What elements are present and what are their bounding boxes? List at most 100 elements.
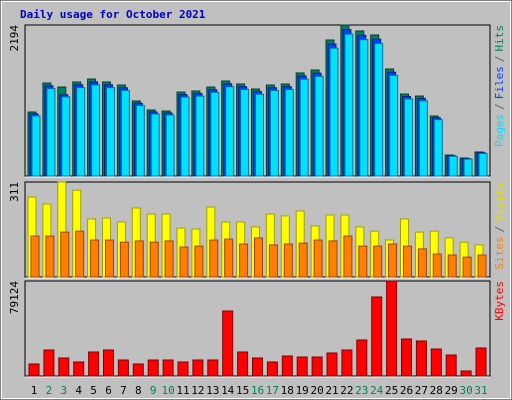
bar [328,240,338,278]
bar [460,370,472,377]
x-tick-label: 10 [161,384,174,397]
bar [341,349,353,377]
bar [389,74,399,177]
x-tick-label: 5 [90,384,97,397]
x-tick-label: 30 [459,384,472,397]
bar [31,115,41,177]
bar [430,348,442,377]
bar [462,256,472,278]
bar [269,89,279,177]
bar [30,235,40,278]
legend-entry: Sites [493,236,506,269]
bar [105,239,114,278]
bar [88,351,100,377]
y-tick-label: 2194 [8,25,21,52]
bar [326,352,338,377]
bar [237,351,249,377]
bar [90,239,100,278]
x-tick-label: 31 [474,384,487,397]
x-tick-label: 18 [281,384,294,397]
bar [314,75,324,177]
bar [415,340,427,377]
chart-title: Daily usage for October 2021 [20,8,206,21]
bar [222,310,234,377]
bar [463,158,473,177]
x-tick-label: 21 [325,384,338,397]
legend-separator: / [493,56,506,63]
bar [448,155,458,177]
bar [240,88,250,177]
bar [359,39,369,177]
bar [119,241,129,278]
x-tick-label: 22 [340,384,353,397]
bar [177,361,189,377]
bar [281,355,293,377]
x-tick-label: 25 [385,384,398,397]
bar [344,33,354,177]
bar [313,239,323,278]
bar [371,296,383,377]
legend-entry: Hits [493,25,506,52]
x-tick-label: 12 [191,384,204,397]
bar [445,354,457,377]
x-tick-label: 9 [150,384,157,397]
bar [299,78,309,177]
x-tick-label: 8 [135,384,142,397]
bar [162,359,174,377]
bar [478,152,488,177]
bar [224,238,234,278]
x-tick-label: 24 [370,384,384,397]
x-tick-label: 14 [221,384,235,397]
x-tick-label: 27 [415,384,428,397]
x-tick-label: 29 [445,384,458,397]
bar [150,113,160,177]
bar [311,356,323,377]
x-tick-label: 2 [46,384,53,397]
bar [356,339,368,377]
x-tick-label: 1 [31,384,38,397]
bar [373,245,383,278]
bar [268,244,278,278]
bar [76,87,86,177]
bar [165,114,175,177]
x-tick-label: 28 [430,384,443,397]
bar [209,239,219,278]
bar [266,361,278,377]
bar [329,47,339,177]
bar [46,88,56,177]
legend: KBytes [493,281,506,321]
bar [134,240,144,278]
bar [239,243,249,278]
bar [404,98,413,177]
bar [477,254,487,278]
bar [417,248,427,278]
bar [374,42,384,177]
bar [75,230,85,278]
bar [386,280,398,377]
y-tick-label: 311 [8,182,21,202]
y-tick-label: 79124 [8,281,21,314]
bar [45,235,55,278]
bar [103,349,114,377]
x-tick-label: 17 [266,384,279,397]
bar [179,246,189,278]
x-tick-label: 13 [206,384,219,397]
bar [225,86,235,177]
bar [388,243,398,278]
bar [298,242,308,278]
legend: Sites / Visits [493,182,506,270]
bar [120,89,130,177]
bar [180,96,190,177]
bar [447,254,457,278]
bar [210,91,220,177]
bar [207,359,219,377]
x-tick-label: 7 [120,384,127,397]
bar [418,100,428,177]
bar [60,231,70,278]
x-tick-label: 19 [296,384,309,397]
bar [106,87,115,177]
legend-separator: / [493,103,506,110]
legend-entry: KBytes [493,281,506,321]
